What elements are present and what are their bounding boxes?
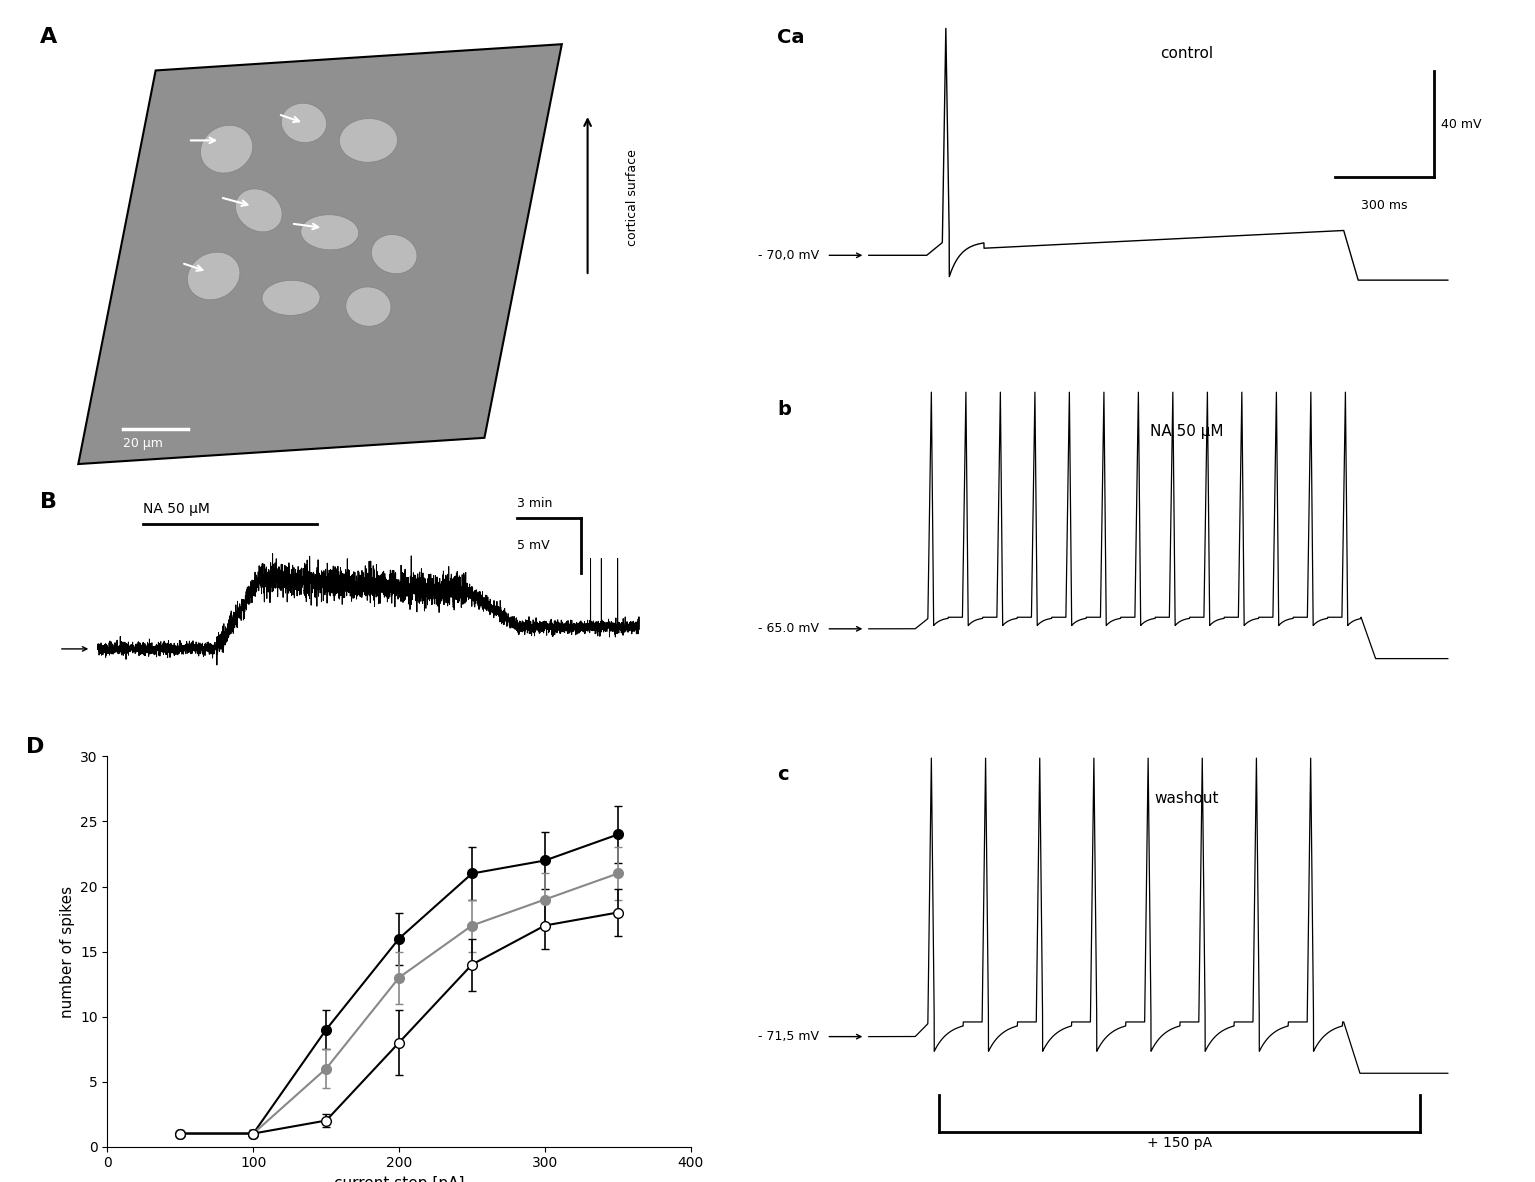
Text: 300 ms: 300 ms: [1362, 199, 1408, 212]
Text: 20 μm: 20 μm: [123, 436, 163, 449]
X-axis label: current step [pA]: current step [pA]: [333, 1176, 465, 1182]
Ellipse shape: [301, 215, 359, 249]
Text: washout: washout: [1154, 791, 1219, 806]
Text: NA 50 μM: NA 50 μM: [1150, 423, 1223, 439]
Text: 5 mV: 5 mV: [517, 539, 550, 552]
Text: A: A: [40, 27, 57, 47]
Ellipse shape: [201, 125, 253, 173]
Ellipse shape: [235, 189, 282, 232]
Text: control: control: [1160, 46, 1213, 61]
Text: 3 min: 3 min: [517, 498, 553, 511]
Text: cortical surface: cortical surface: [626, 149, 639, 246]
Text: b: b: [777, 401, 791, 420]
Text: Ca: Ca: [777, 28, 804, 47]
Ellipse shape: [345, 287, 391, 326]
Ellipse shape: [262, 280, 319, 316]
Text: 40 mV: 40 mV: [1441, 118, 1481, 130]
Text: B: B: [40, 492, 57, 512]
Ellipse shape: [371, 234, 418, 274]
Ellipse shape: [339, 118, 398, 162]
Text: - 71,5 mV: - 71,5 mV: [758, 1031, 820, 1043]
Ellipse shape: [281, 103, 327, 143]
Text: - 65.0 mV: - 65.0 mV: [758, 623, 820, 635]
Polygon shape: [78, 44, 562, 465]
Text: NA 50 μM: NA 50 μM: [143, 502, 210, 517]
Text: c: c: [777, 766, 789, 785]
Text: - 70,0 mV: - 70,0 mV: [758, 249, 820, 261]
Ellipse shape: [187, 252, 239, 300]
Text: D: D: [26, 738, 45, 756]
Text: + 150 pA: + 150 pA: [1147, 1136, 1213, 1150]
Y-axis label: number of spikes: number of spikes: [60, 885, 75, 1018]
